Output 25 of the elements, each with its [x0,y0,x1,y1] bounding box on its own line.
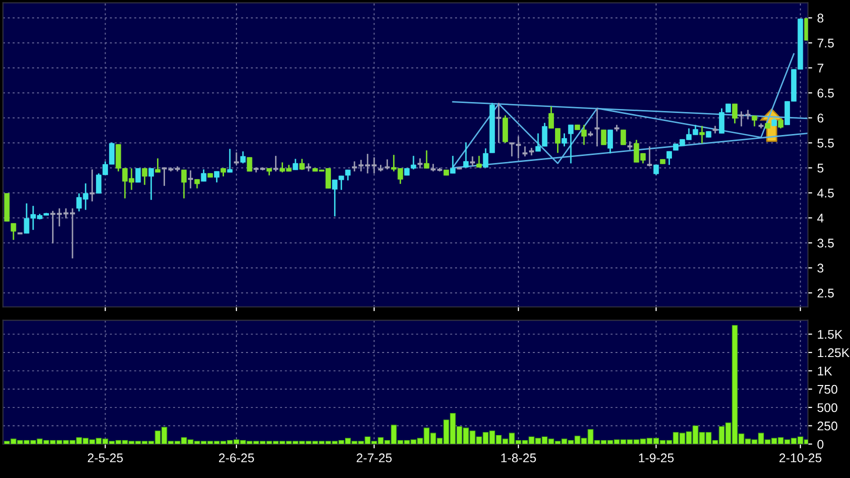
x-tick-label: 1-9-25 [639,453,674,462]
y-tick-label: 250 [818,422,838,430]
x-tick-label: 1-8-25 [501,453,536,462]
y-tick-label: 4.5 [817,188,834,198]
x-tick-label: 2-7-25 [356,453,392,462]
y-tick-label: 6.5 [818,88,834,98]
y-tick-label: 5 [817,164,824,173]
y-tick-label: 750 [818,384,838,394]
y-tick-label: 4 [817,214,824,222]
y-tick-label: 1.25K [818,348,850,358]
y-tick-label: 7.5 [818,38,834,48]
y-tick-label: 0 [817,440,824,449]
y-tick-label: 3.5 [817,238,834,248]
y-tick-label: 8 [817,14,824,23]
y-tick-label: 6 [818,114,824,123]
y-tick-label: 1.5K [818,330,843,339]
x-tick-label: 2-6-25 [218,453,254,462]
y-tick-label: 7 [818,64,824,72]
y-tick-label: 2.5 [818,288,834,298]
x-tick-label: 2-5-25 [88,453,123,462]
y-tick-label: 500 [817,403,838,412]
y-tick-label: 5.5 [817,138,834,148]
y-tick-label: 1K [818,366,832,376]
x-tick-label: 2-10-25 [779,453,822,462]
y-tick-label: 3 [817,264,824,273]
